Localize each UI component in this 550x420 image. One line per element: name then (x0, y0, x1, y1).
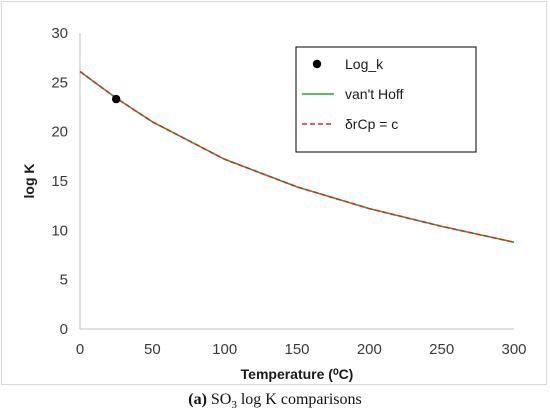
y-tick-label: 20 (51, 124, 68, 141)
data-point-log-k (111, 94, 121, 104)
legend-label: van't Hoff (345, 86, 404, 102)
figure-caption: (a) SO3 log K comparisons (0, 391, 550, 411)
legend-box (295, 46, 477, 153)
x-tick-label: 0 (76, 341, 84, 358)
caption-subscript: 3 (231, 399, 237, 412)
legend: Log_k van't Hoff δrCp = c (295, 46, 477, 153)
y-tick-label: 15 (51, 173, 68, 190)
legend-marker-log-k (312, 59, 322, 69)
y-tick-label: 10 (51, 222, 68, 239)
x-tick-label: 300 (501, 341, 526, 358)
y-tick-label: 25 (51, 74, 68, 91)
series-layer (79, 70, 515, 243)
x-tick-label: 100 (212, 341, 237, 358)
caption-text-suffix: log K comparisons (236, 391, 362, 408)
y-tick-label: 30 (51, 25, 68, 42)
caption-text-prefix: SO (206, 391, 232, 408)
legend-label: Log_k (345, 56, 384, 72)
legend-label: δrCp = c (345, 116, 398, 132)
y-tick-label: 0 (60, 321, 68, 338)
x-axis-title: Temperature (⁰C) (241, 366, 354, 382)
x-tick-label: 200 (357, 341, 382, 358)
caption-label: (a) (188, 391, 207, 408)
x-tick-label: 150 (284, 341, 309, 358)
y-axis-title: log K (21, 164, 37, 199)
series-line--rcp-c (79, 70, 515, 243)
y-tick-label: 5 (60, 272, 68, 289)
x-tick-label: 250 (429, 341, 454, 358)
chart-frame: 0 5 10 15 20 25 30 0 50 100 150 200 250 300 Temperatur… (1, 1, 547, 385)
x-tick-label: 50 (144, 341, 161, 358)
